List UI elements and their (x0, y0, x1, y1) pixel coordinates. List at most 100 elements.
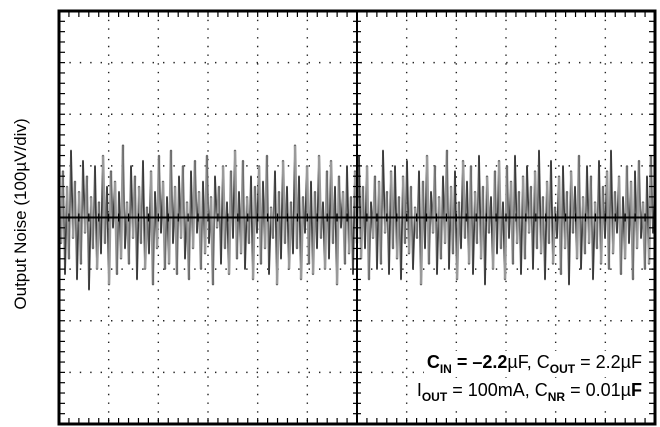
trace-point (264, 247, 266, 250)
trace-point (272, 237, 274, 239)
trace-point (78, 190, 80, 193)
annotation-1-part: = 2.2µF (575, 352, 642, 372)
trace-point (620, 273, 622, 276)
trace-segment (194, 160, 198, 234)
trace-point (248, 242, 250, 245)
trace-point (340, 227, 342, 229)
annotation-2-background (413, 379, 645, 405)
trace-point (506, 165, 508, 167)
annotation-1-part: = –2.2 (452, 352, 508, 372)
trace-point (410, 185, 412, 188)
annotation-2-part: = 0.01µ (565, 380, 631, 400)
trace-point (150, 170, 152, 172)
trace-point (632, 278, 634, 281)
annotation-cin-cout: CIN = –2.2µF, COUT = 2.2µF (427, 352, 642, 376)
trace-point (588, 242, 590, 245)
trace-point (596, 247, 598, 250)
trace-point (304, 232, 306, 234)
trace-point (512, 263, 514, 265)
trace-point (630, 180, 632, 183)
trace-point (384, 232, 386, 234)
trace-point (438, 196, 440, 198)
trace-point (254, 185, 256, 188)
trace-point (350, 196, 352, 198)
trace-point (114, 180, 116, 183)
trace-point (198, 190, 200, 193)
trace-point (318, 154, 320, 157)
trace-point (480, 258, 482, 260)
annotation-1-part: OUT (550, 362, 576, 376)
trace-point (460, 247, 462, 250)
annotation-iout-cnr: IOUT = 100mA, CNR = 0.01µF (417, 380, 642, 404)
plot-border (57, 9, 657, 426)
trace-point (426, 154, 428, 157)
trace-point (374, 175, 376, 177)
trace-point (132, 237, 134, 239)
trace-point (280, 258, 282, 260)
trace-point (514, 154, 516, 157)
trace-point (284, 242, 286, 245)
trace-point (134, 175, 136, 177)
trace-point (510, 180, 512, 183)
trace-segment (335, 176, 341, 285)
trace-point (498, 159, 500, 162)
trace-point (436, 273, 438, 276)
trace-point (456, 278, 458, 281)
trace-point (562, 165, 564, 167)
trace-point (162, 180, 164, 183)
trace-point (470, 165, 472, 167)
trace-point (362, 185, 364, 188)
trace-point (576, 258, 578, 260)
trace-point (140, 242, 142, 245)
trace-point (240, 252, 242, 255)
trace-point (138, 185, 140, 188)
trace-point (420, 283, 422, 286)
trace-point (526, 165, 528, 167)
trace-point (518, 190, 520, 193)
trace-point (128, 263, 130, 265)
trace-point (312, 273, 314, 276)
trace-point (310, 180, 312, 183)
trace-point (424, 247, 426, 250)
trace-point (612, 252, 614, 255)
trace-point (428, 263, 430, 265)
trace-point (550, 159, 552, 162)
trace-point (646, 175, 648, 177)
trace-point (376, 268, 378, 270)
trace-point (442, 175, 444, 177)
trace-point (484, 283, 486, 286)
trace-point (636, 247, 638, 250)
trace-point (224, 247, 226, 250)
trace-point (516, 242, 518, 245)
trace-point (640, 237, 642, 239)
trace-point (282, 159, 284, 162)
trace-point (186, 201, 188, 203)
trace-point (226, 201, 228, 203)
trace-point (644, 268, 646, 270)
trace-point (402, 175, 404, 177)
trace-point (320, 237, 322, 239)
trace-point (626, 165, 628, 167)
trace-point (530, 185, 532, 188)
trace-point (452, 252, 454, 255)
trace-point (328, 258, 330, 260)
trace-point (308, 263, 310, 265)
trace-point (422, 180, 424, 183)
trace-point (68, 258, 70, 260)
trace-point (164, 268, 166, 270)
trace-point (166, 196, 168, 198)
trace-point (634, 170, 636, 172)
trace-point (196, 232, 198, 234)
trace-point (246, 196, 248, 198)
trace-point (582, 196, 584, 198)
trace-point (528, 232, 530, 234)
trace-point (370, 201, 372, 203)
trace-point (276, 283, 278, 286)
trace-point (106, 185, 108, 188)
trace-point (386, 190, 388, 193)
trace-point (332, 242, 334, 245)
trace-point (496, 252, 498, 255)
trace-segment (122, 145, 126, 249)
trace-point (652, 232, 654, 234)
trace-point (76, 278, 78, 281)
